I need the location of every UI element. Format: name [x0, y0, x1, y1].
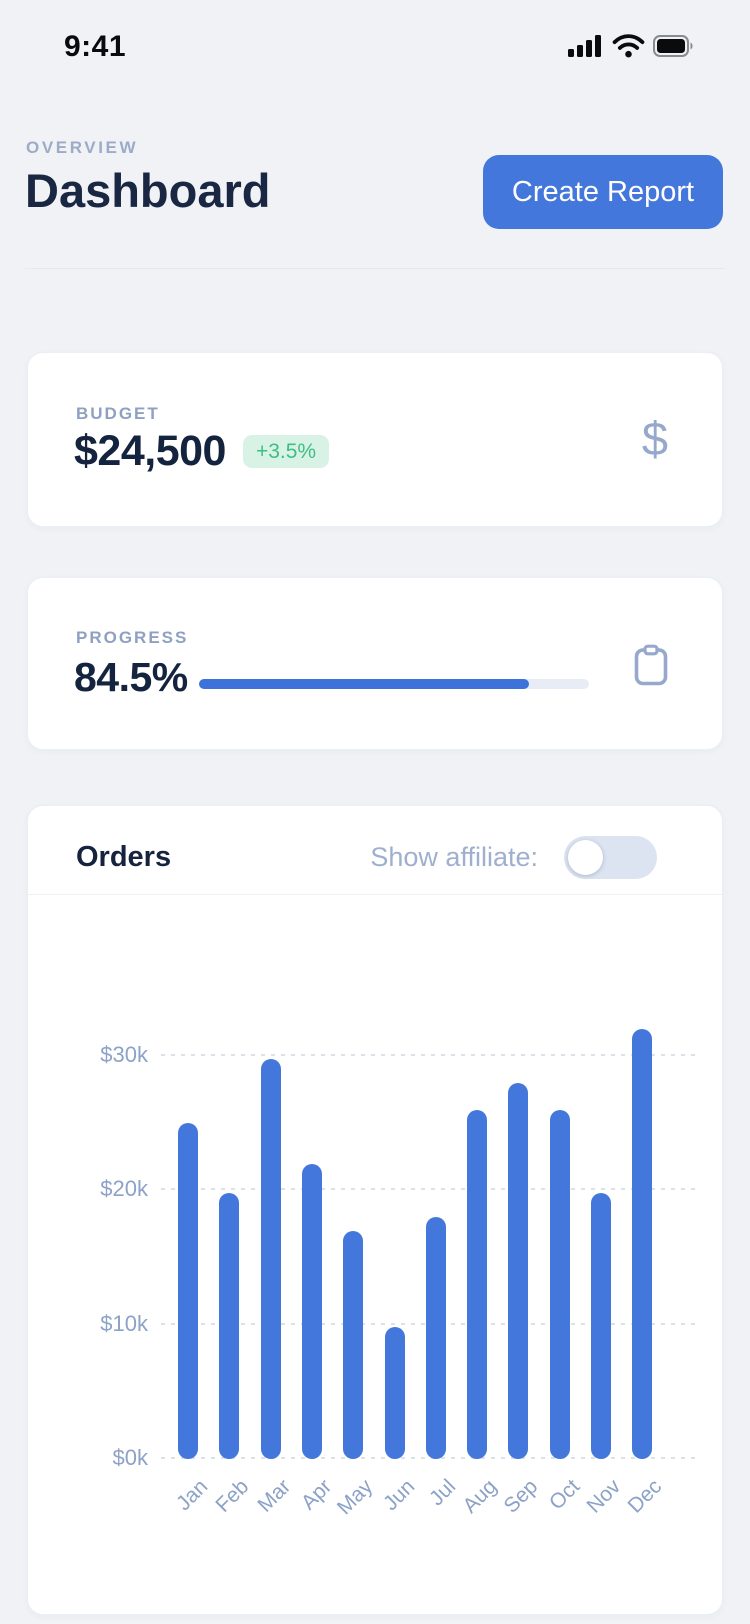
progress-card: PROGRESS 84.5% — [27, 577, 723, 750]
bar-Apr — [301, 1164, 322, 1459]
orders-chart: $0k $10k $20k $30k Jan Feb Mar Apr May Jun Jul Aug S… — [28, 894, 722, 1616]
status-bar: 9:41 — [0, 0, 750, 70]
budget-label: BUDGET — [76, 404, 160, 423]
progress-bar-fill — [199, 679, 529, 689]
overview-eyebrow: OVERVIEW — [26, 138, 139, 157]
wifi-icon — [612, 34, 645, 63]
orders-card: Orders Show affiliate: $0k $10k $20k $30k Ja… — [27, 805, 723, 1615]
y-axis-tick: $10k — [100, 1310, 148, 1336]
gridline-$20k — [161, 1188, 698, 1191]
orders-header: Orders Show affiliate: — [28, 806, 722, 894]
bar-Oct — [549, 1110, 570, 1459]
toggle-knob — [568, 839, 603, 875]
page-title: Dashboard — [25, 164, 271, 217]
progress-value: 84.5% — [74, 654, 188, 700]
bar-Aug — [467, 1110, 488, 1459]
budget-delta-badge: +3.5% — [242, 434, 330, 469]
clock: 9:41 — [64, 30, 127, 63]
status-icons — [568, 34, 694, 63]
orders-divider — [28, 894, 722, 895]
gridline-$30k — [161, 1054, 698, 1057]
bar-Jul — [425, 1217, 446, 1459]
y-axis-tick: $0k — [112, 1445, 148, 1470]
gridline-$0k — [161, 1457, 698, 1459]
create-report-button[interactable]: Create Report — [483, 155, 723, 229]
cellular-signal-icon — [568, 34, 604, 63]
y-axis-tick: $30k — [100, 1042, 148, 1068]
bar-Jan — [178, 1123, 198, 1459]
y-axis-tick: $20k — [100, 1176, 148, 1202]
show-affiliate-label: Show affiliate: — [370, 841, 538, 872]
bar-Sep — [508, 1083, 529, 1459]
bar-Feb — [219, 1193, 240, 1459]
dollar-icon: $ — [641, 412, 668, 465]
bar-May — [343, 1231, 364, 1459]
battery-icon — [653, 35, 694, 62]
progress-label: PROGRESS — [76, 628, 189, 647]
bar-Mar — [260, 1059, 281, 1459]
budget-card: BUDGET $24,500 +3.5% $ — [27, 352, 723, 527]
bar-Nov — [591, 1193, 611, 1459]
bar-Dec — [632, 1029, 653, 1459]
bar-Jun — [384, 1327, 405, 1459]
budget-value: $24,500 — [74, 427, 226, 475]
clipboard-icon — [634, 644, 668, 691]
orders-title: Orders — [76, 840, 172, 873]
header-divider — [25, 268, 725, 269]
show-affiliate-toggle[interactable] — [564, 835, 657, 879]
progress-bar-track — [199, 679, 589, 689]
